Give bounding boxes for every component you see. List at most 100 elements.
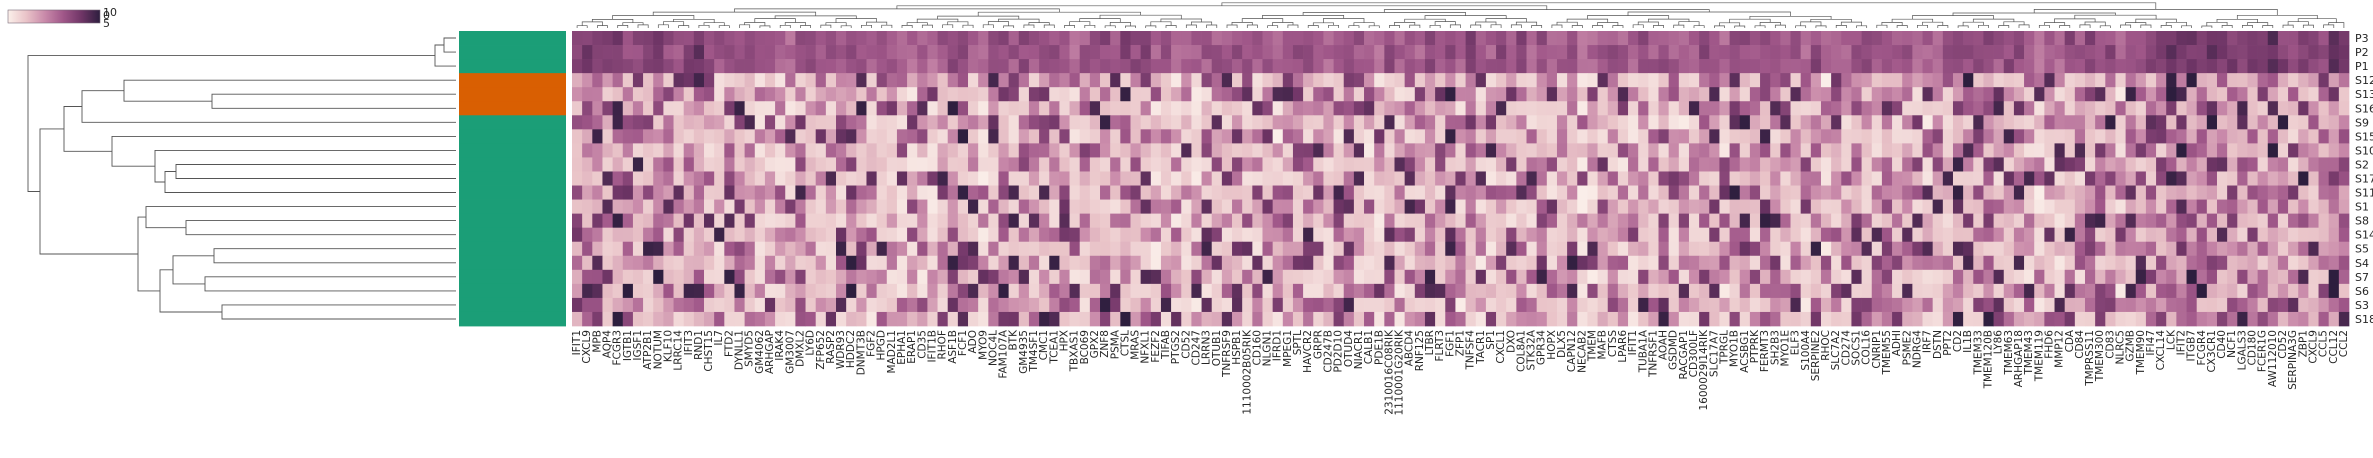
heatmap-cell [1617,227,1629,243]
heatmap-cell [1089,297,1101,313]
heatmap-cell [978,199,989,214]
heatmap-cell [592,73,603,88]
heatmap-cell [1790,311,1802,327]
dendrogram-link [1206,24,1218,28]
column-label: SLC7A2 [1830,330,1842,370]
heatmap-cell [1597,31,1609,46]
heatmap-cell [1668,143,1680,158]
heatmap-cell [1770,31,1781,46]
heatmap-cell [2267,297,2279,313]
heatmap-cell [673,213,685,229]
heatmap-cell [1008,143,1020,158]
heatmap-cell [825,213,837,229]
heatmap-cell [1282,283,1294,299]
heatmap-cell [2054,241,2066,257]
heatmap-cell [1333,115,1345,130]
heatmap-cell [785,283,796,299]
heatmap-cell [1760,269,1771,285]
heatmap-cell [1932,199,1944,214]
dendrogram-link [2125,22,2147,25]
heatmap-cell [1374,185,1385,200]
dendrogram-link [2099,25,2111,28]
heatmap-cell [1688,213,1700,229]
heatmap-cell [1780,143,1791,158]
heatmap-cell [1719,129,1730,144]
column-label: CALB1 [1363,330,1375,364]
heatmap-cell [1414,185,1426,200]
heatmap-cell [1028,157,1040,172]
heatmap-cell [1272,87,1284,102]
heatmap-cell [1211,115,1223,130]
heatmap-cell [825,269,837,285]
heatmap-cell [1800,311,1812,327]
heatmap-cell [1526,157,1537,172]
heatmap-cell [1140,45,1152,60]
heatmap-cell [1902,143,1913,158]
heatmap-cell [1333,73,1345,88]
heatmap-cell [1394,283,1405,299]
heatmap-cell [1841,185,1852,200]
heatmap-cell [846,45,857,60]
heatmap-cell [2003,101,2015,116]
heatmap-cell [1881,283,1893,299]
heatmap-cell [1364,129,1375,144]
heatmap-cell [582,73,593,88]
heatmap-cell [1039,31,1050,46]
heatmap-cell [1668,199,1680,214]
heatmap-cell [1303,157,1314,172]
heatmap-cell [754,59,766,74]
heatmap-cell [1851,171,1862,186]
heatmap-cell [704,73,715,88]
heatmap-cell [2308,45,2319,60]
column-label: CDA [2064,329,2076,352]
heatmap-cell [582,297,593,313]
heatmap-cell [1059,73,1070,88]
heatmap-cell [1892,45,1903,60]
heatmap-cell [896,283,908,299]
heatmap-cell [1404,227,1416,243]
heatmap-cell [1059,31,1070,46]
dendrogram-link [998,18,1040,23]
heatmap-cell [1018,87,1030,102]
heatmap-cell [917,283,928,299]
heatmap-cell [1181,227,1192,243]
heatmap-cell [602,31,613,46]
heatmap-cell [1912,115,1923,130]
heatmap-cell [1181,31,1192,46]
heatmap-cell [805,311,817,327]
heatmap-cell [2145,59,2157,74]
heatmap-cell [978,59,989,74]
heatmap-cell [907,227,918,243]
heatmap-cell [2277,297,2289,313]
heatmap-cell [1973,283,1984,299]
heatmap-cell [1120,255,1131,271]
heatmap-cell [1719,297,1730,313]
heatmap-cell [1435,59,1446,74]
heatmap-cell [1516,115,1527,130]
heatmap-cell [968,283,979,299]
dendrogram-link [901,25,913,28]
heatmap-cell [1496,115,1507,130]
heatmap-cell [1384,213,1395,229]
heatmap-cell [673,59,685,74]
heatmap-cell [1851,73,1862,88]
heatmap-cell [917,241,928,257]
heatmap-cell [957,227,969,243]
heatmap-cell [1242,311,1253,327]
heatmap-cell [1465,171,1477,186]
row-label: P1 [2355,60,2369,73]
heatmap-cell [998,241,1009,257]
heatmap-cell [876,101,888,116]
heatmap-cell [1181,283,1192,299]
heatmap-cell [734,213,745,229]
heatmap-cell [2247,311,2258,327]
column-label: OTUD4 [1343,330,1355,367]
heatmap-cell [1455,31,1466,46]
heatmap-cell [663,227,674,243]
column-label: TMEM63 [2003,330,2015,376]
heatmap-cell [643,269,654,285]
column-label: IFI47 [2145,330,2157,356]
heatmap-cell [1252,73,1263,88]
heatmap-cell [1780,59,1791,74]
heatmap-cell [764,87,776,102]
